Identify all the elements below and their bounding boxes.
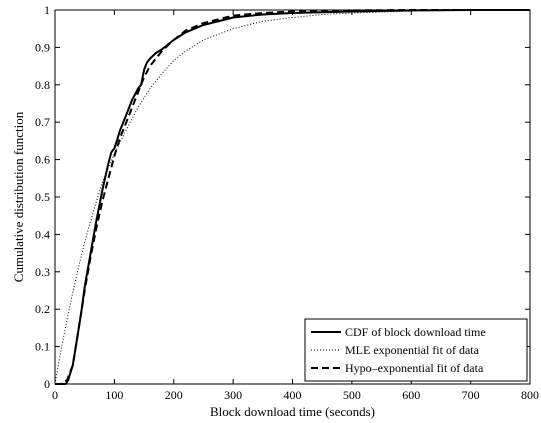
y-tick-label: 0.5 [35,190,50,204]
y-axis-label: Cumulative distribution function [11,111,26,282]
legend-box [304,318,528,382]
y-tick-label: 0.1 [35,340,50,354]
y-tick-label: 0.3 [35,265,50,279]
y-tick-label: 0.9 [35,40,50,54]
x-tick-label: 300 [224,388,242,402]
y-tick-label: 0.7 [35,115,50,129]
x-tick-label: 100 [105,388,123,402]
legend-label-2: MLE exponential fit of data [345,343,480,357]
y-tick-label: 0.4 [35,227,50,241]
x-tick-label: 500 [343,388,361,402]
x-axis-label: Block download time (seconds) [210,404,375,419]
y-tick-label: 1 [44,3,50,17]
series-line-3 [55,9,530,385]
x-tick-label: 700 [462,388,480,402]
series-layer [54,9,531,385]
y-tick-label: 0.8 [35,78,50,92]
x-tick-label: 800 [521,388,539,402]
x-tick-label: 200 [165,388,183,402]
y-tick-label: 0.2 [35,302,50,316]
y-tick-label: 0 [44,377,50,391]
series-line-1 [55,9,530,385]
y-tick-label: 0.6 [35,153,50,167]
legend-label-1: CDF of block download time [345,325,486,339]
x-tick-label: 400 [284,388,302,402]
x-tick-label: 600 [402,388,420,402]
legend: CDF of block download time MLE exponentia… [304,318,528,382]
x-tick-label: 0 [52,388,58,402]
legend-label-3: Hypo–exponential fit of data [345,361,484,375]
ticks-layer: 0 100 200 300 400 500 600 700 800 0 0.1 0.2 0.3 0.4 0.… [35,3,539,402]
